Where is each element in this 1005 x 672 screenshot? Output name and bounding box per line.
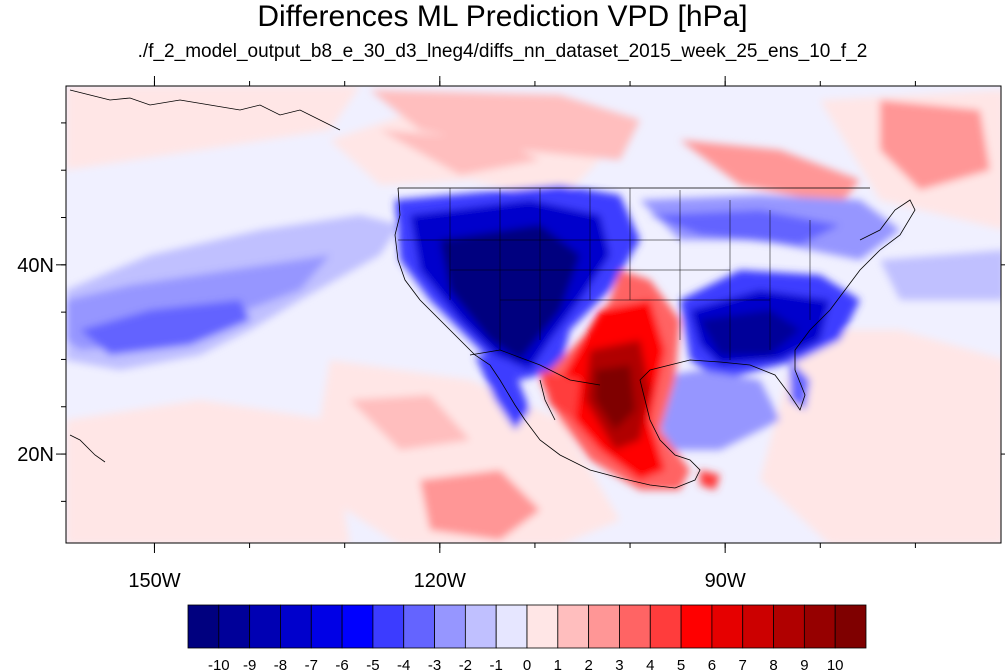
colorbar-box: [711, 604, 744, 649]
plot-frame: [65, 85, 1002, 544]
colorbar-label: 7: [739, 657, 747, 672]
colorbar-label: 9: [800, 657, 808, 672]
colorbar-box: [526, 604, 559, 649]
colorbar-box: [403, 604, 435, 649]
colorbar-box: [649, 604, 682, 649]
colorbar: -10 -9 -8 -7 -6 -5 -4 -3 -2 -1 0 1 2 3 4 5 6 7 8 9 10: [187, 604, 867, 672]
y-tick-label: 40N: [17, 255, 54, 277]
colorbar-label: 2: [584, 657, 592, 672]
colorbar-label: -4: [397, 657, 410, 672]
colorbar-box: [680, 604, 713, 649]
colorbar-box: [619, 604, 651, 649]
figure-title: Differences ML Prediction VPD [hPa]: [257, 0, 748, 33]
colorbar-box: [341, 604, 374, 649]
colorbar-label: 3: [615, 657, 623, 672]
figure-subtitle: ./f_2_model_output_b8_e_30_d3_lneg4/diff…: [137, 41, 868, 62]
coastlines: [69, 89, 916, 489]
colorbar-label: 4: [646, 657, 654, 672]
colorbar-label: 6: [708, 657, 716, 672]
colorbar-label: -7: [305, 657, 318, 672]
state-borders: [398, 188, 811, 360]
colorbar-box: [187, 604, 220, 649]
colorbar-box: [218, 604, 251, 649]
colorbar-label: -3: [428, 657, 441, 672]
colorbar-label: -1: [490, 657, 503, 672]
y-tick-label: 20N: [17, 444, 54, 466]
colorbar-box: [834, 604, 867, 649]
colorbar-box: [372, 604, 405, 649]
colorbar-box: [773, 604, 805, 649]
colorbar-box: [557, 604, 590, 649]
colorbar-box: [495, 604, 528, 649]
colorbar-label: -2: [459, 657, 472, 672]
colorbar-box: [742, 604, 774, 649]
colorbar-label: -5: [366, 657, 379, 672]
colorbar-box: [803, 604, 836, 649]
x-axis: 150W 120W 90W: [128, 76, 916, 592]
colorbar-box: [464, 604, 497, 649]
colorbar-label: -9: [243, 657, 256, 672]
colorbar-label: 8: [769, 657, 777, 672]
x-tick-label: 120W: [414, 570, 466, 592]
colorbar-label: 5: [677, 657, 685, 672]
colorbar-box: [310, 604, 343, 649]
data-field: [66, 86, 1001, 543]
x-tick-label: 90W: [705, 570, 746, 592]
colorbar-label: 1: [554, 657, 562, 672]
colorbar-box: [280, 604, 312, 649]
colorbar-box: [249, 604, 281, 649]
colorbar-label: -6: [335, 657, 348, 672]
x-tick-label: 150W: [128, 570, 180, 592]
colorbar-box: [588, 604, 620, 649]
y-axis: 40N 20N: [17, 122, 1005, 502]
colorbar-label: -8: [274, 657, 287, 672]
colorbar-box: [434, 604, 466, 649]
colorbar-label: -10: [208, 657, 230, 672]
colorbar-label: 0: [523, 657, 531, 672]
colorbar-label: 10: [827, 657, 844, 672]
